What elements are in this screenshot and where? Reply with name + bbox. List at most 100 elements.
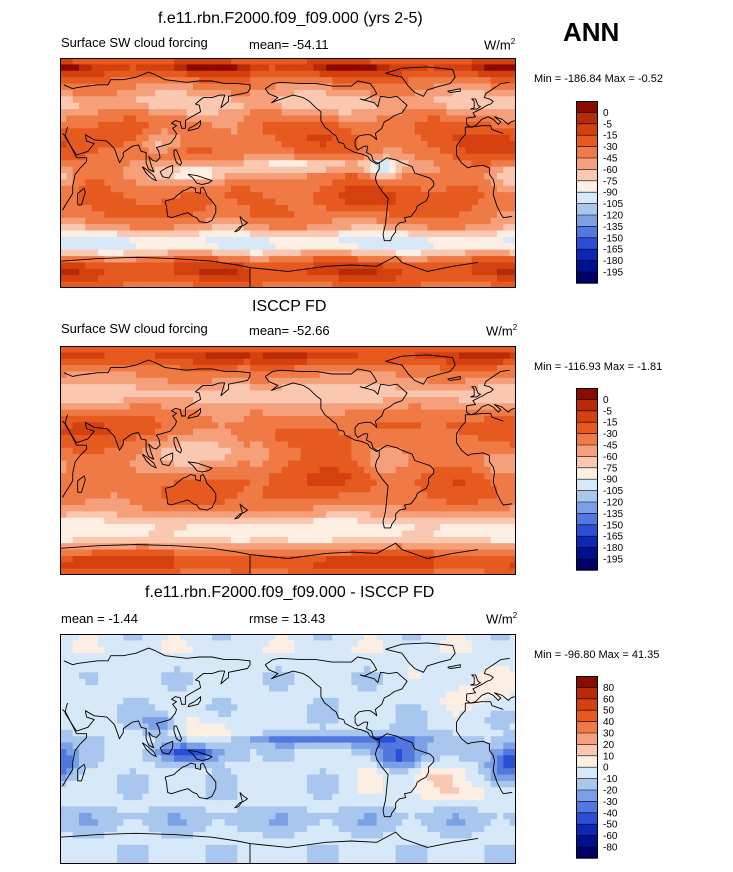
- field-cell: [60, 268, 67, 276]
- field-cell: [136, 166, 143, 174]
- field-cell: [509, 77, 516, 84]
- field-cell: [402, 479, 409, 487]
- field-cell: [402, 473, 409, 480]
- field-cell: [509, 256, 516, 263]
- field-cell: [199, 89, 207, 97]
- field-cell: [307, 147, 314, 155]
- field-cell: [123, 447, 131, 455]
- field-cell: [250, 346, 257, 353]
- field-cell: [402, 141, 409, 148]
- field-cell: [421, 409, 428, 417]
- field-cell: [332, 517, 340, 525]
- field-cell: [85, 365, 93, 372]
- field-cell: [72, 230, 80, 238]
- field-cell: [231, 64, 238, 72]
- field-cell: [338, 511, 346, 519]
- field-cell: [275, 428, 283, 436]
- field-cell: [452, 147, 460, 155]
- field-cell: [98, 96, 105, 104]
- field-cell: [351, 83, 359, 91]
- field-cell: [281, 77, 289, 84]
- field-cell: [110, 173, 118, 180]
- field-cell: [85, 403, 93, 411]
- field-cell: [91, 403, 99, 411]
- field-cell: [129, 249, 137, 257]
- coastline: [173, 149, 183, 166]
- field-cell: [408, 77, 416, 84]
- field-cell: [129, 479, 137, 487]
- field-cell: [148, 422, 156, 430]
- field-cell: [459, 466, 466, 474]
- field-cell: [389, 58, 397, 65]
- field-cell: [72, 396, 80, 404]
- field-cell: [218, 268, 226, 276]
- field-cell: [288, 517, 295, 525]
- field-cell: [148, 128, 156, 136]
- field-cell: [452, 479, 460, 487]
- field-cell: [376, 473, 384, 480]
- field-cell: [421, 243, 428, 251]
- field-cell: [414, 396, 422, 404]
- field-cell: [364, 268, 371, 276]
- field-cell: [288, 530, 295, 538]
- field-cell: [250, 422, 257, 430]
- field-cell: [212, 511, 219, 519]
- field-cell: [497, 83, 504, 91]
- field-cell: [231, 77, 238, 84]
- field-cell: [186, 96, 194, 104]
- field-cell: [395, 346, 403, 353]
- field-cell: [408, 128, 416, 136]
- field-cell: [452, 346, 460, 353]
- field-cell: [205, 268, 213, 276]
- field-cell: [319, 517, 327, 525]
- field-cell: [402, 530, 409, 538]
- field-cell: [503, 198, 511, 206]
- field-cell: [490, 428, 498, 436]
- field-cell: [237, 204, 245, 212]
- field-cell: [275, 281, 283, 288]
- field-cell: [509, 473, 516, 480]
- field-cell: [364, 198, 371, 206]
- field-cell: [319, 256, 327, 263]
- field-cell: [262, 153, 270, 161]
- field-cell: [91, 498, 99, 506]
- field-cell: [161, 428, 169, 436]
- field-cell: [376, 447, 384, 455]
- field-cell: [395, 281, 403, 288]
- field-cell: [186, 185, 194, 193]
- field-cell: [402, 230, 409, 238]
- field-cell: [364, 141, 371, 148]
- field-cell: [370, 128, 378, 136]
- field-cell: [281, 466, 289, 474]
- field-cell: [471, 236, 479, 244]
- field-cell: [433, 441, 441, 449]
- field-cell: [364, 390, 371, 398]
- field-cell: [319, 109, 327, 116]
- field-cell: [408, 230, 416, 238]
- field-cell: [79, 160, 86, 168]
- field-cell: [465, 396, 473, 404]
- field-cell: [110, 352, 118, 360]
- field-cell: [269, 390, 276, 398]
- field-cell: [275, 415, 283, 423]
- field-cell: [497, 70, 504, 78]
- field-cell: [148, 492, 156, 500]
- field-cell: [351, 473, 359, 480]
- field-cell: [440, 377, 447, 385]
- field-cell: [357, 70, 365, 78]
- field-cell: [357, 377, 365, 385]
- field-cell: [490, 396, 498, 404]
- field-cell: [129, 236, 137, 244]
- field-cell: [129, 473, 137, 480]
- field-cell: [440, 543, 447, 550]
- field-cell: [79, 77, 86, 84]
- field-cell: [129, 511, 137, 519]
- field-cell: [332, 160, 340, 168]
- field-cell: [503, 511, 511, 519]
- field-cell: [205, 262, 213, 270]
- field-cell: [91, 89, 99, 97]
- field-cell: [370, 204, 378, 212]
- panel1-colorbar-tick-label: -165: [603, 245, 623, 256]
- field-cell: [117, 166, 124, 174]
- field-cell: [193, 96, 200, 104]
